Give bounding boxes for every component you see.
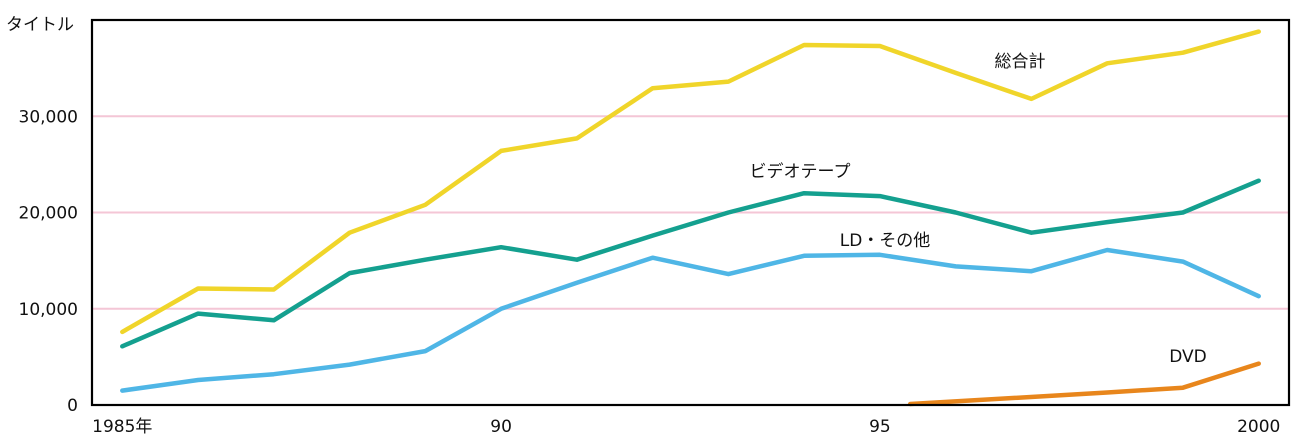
x-axis-ticks: 1985年 90 95 2000 bbox=[92, 417, 1280, 437]
x-tick-label: 1985年 bbox=[92, 417, 152, 437]
series-label: 総合計 bbox=[995, 52, 1046, 72]
series-line bbox=[120, 178, 1261, 349]
series-lines bbox=[120, 29, 1261, 407]
x-tick-label: 95 bbox=[869, 417, 891, 437]
series-line bbox=[120, 247, 1261, 393]
x-tick-label: 90 bbox=[490, 417, 512, 437]
series-line bbox=[120, 29, 1261, 335]
grid-lines bbox=[92, 115, 1289, 310]
plot-frame bbox=[90, 18, 1291, 407]
y-tick-label: 30,000 bbox=[19, 107, 78, 127]
y-tick-label: 0 bbox=[67, 396, 78, 416]
y-tick-label: 10,000 bbox=[19, 300, 78, 320]
series-line bbox=[907, 361, 1261, 407]
series-label: LD・その他 bbox=[840, 231, 931, 251]
y-tick-label: 20,000 bbox=[19, 204, 78, 224]
x-tick-label: 2000 bbox=[1237, 417, 1280, 437]
y-axis-unit-label: タイトル bbox=[6, 15, 74, 35]
y-axis-ticks: 0 10,000 20,000 30,000 bbox=[19, 107, 78, 416]
series-label: DVD bbox=[1169, 347, 1207, 367]
series-label: ビデオテープ bbox=[750, 161, 851, 182]
